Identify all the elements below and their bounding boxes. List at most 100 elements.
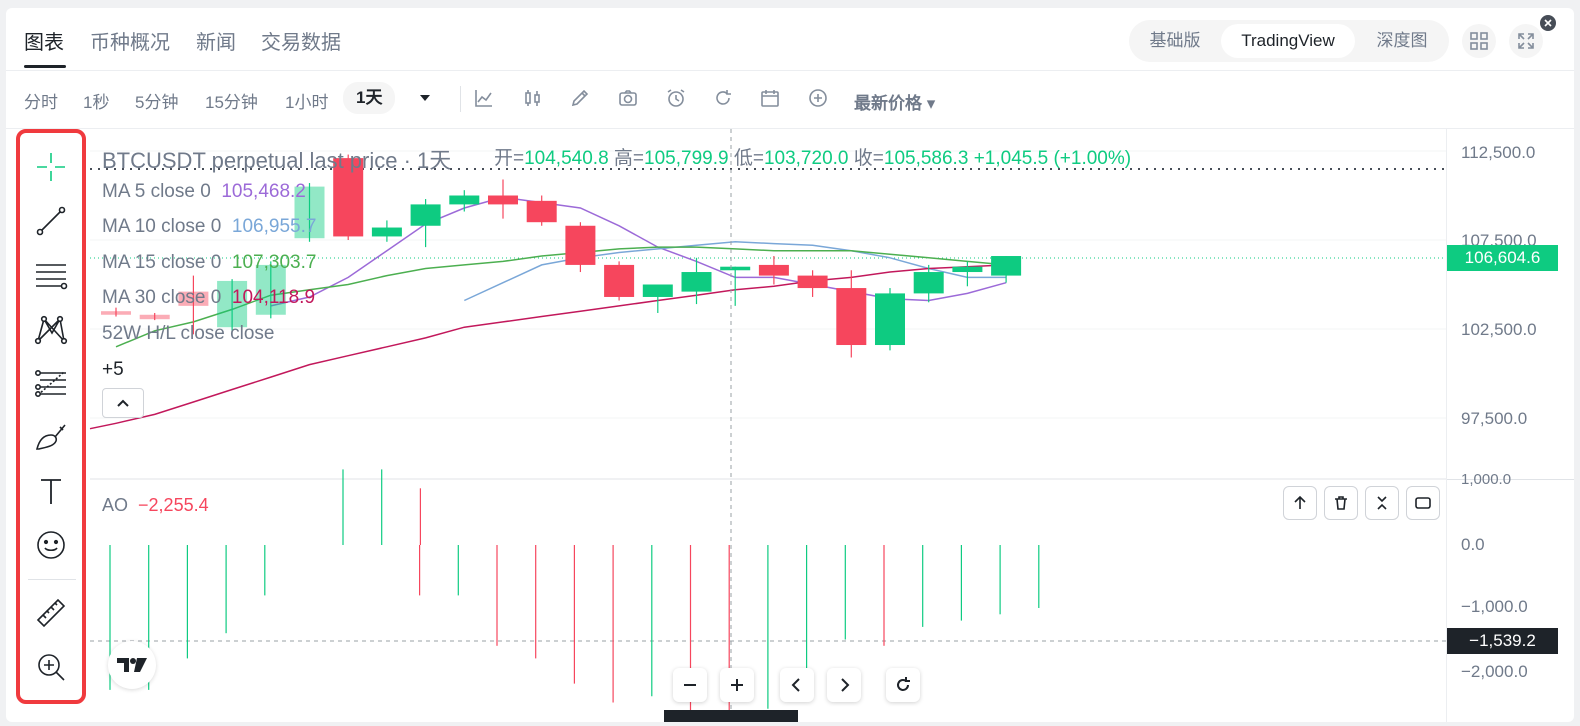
emoji-icon — [37, 531, 65, 559]
collapse-icon — [1377, 496, 1387, 510]
interval-1h[interactable]: 1小时 — [285, 93, 329, 112]
chart-title: BTCUSDT perpetual last price · 1天 — [102, 148, 452, 173]
scroll-left-button[interactable] — [780, 668, 814, 702]
hl52w-legend[interactable]: 52W H/L close close — [102, 323, 275, 344]
drawbar-divider — [28, 579, 76, 580]
pattern-tool[interactable] — [33, 311, 69, 347]
ao-move-up-button[interactable] — [1283, 486, 1317, 520]
chart-toolbar: 分时 1秒 5分钟 15分钟 1小时 1天 最新价格 ▾ — [6, 70, 1574, 129]
scroll-right-button[interactable] — [827, 668, 861, 702]
fib-tool[interactable] — [33, 365, 69, 401]
ma-line-0 — [270, 196, 1007, 307]
tab-trading-data[interactable]: 交易数据 — [261, 32, 341, 54]
tradingview-view-button[interactable]: TradingView — [1221, 24, 1355, 58]
high-value: 105,799.9 — [644, 148, 729, 169]
tab-chart[interactable]: 图表 — [24, 32, 64, 54]
brush-tool[interactable] — [33, 419, 69, 455]
ao-delete-button[interactable] — [1324, 486, 1358, 520]
time-axis-cursor-label — [664, 710, 798, 722]
ma5-label: MA 5 close 0 — [102, 181, 211, 202]
candle-body — [449, 195, 480, 205]
candle-body — [178, 291, 209, 306]
pencil-icon[interactable] — [569, 87, 591, 109]
low-value: 103,720.0 — [763, 148, 849, 169]
interval-1d[interactable]: 1天 — [343, 82, 396, 114]
candle-body — [991, 256, 1022, 276]
crosshair-tool[interactable] — [33, 149, 69, 185]
ao-tick: 1,000.0 — [1461, 471, 1512, 488]
ma10-legend[interactable]: MA 10 close 0 106,955.7 — [102, 216, 316, 238]
chart-area[interactable]: BTCUSDT perpetual last price · 1天 开=104,… — [6, 129, 1574, 722]
ao-collapse-button[interactable] — [1365, 486, 1399, 520]
zoom-in-button[interactable] — [720, 668, 754, 702]
candle-body — [410, 204, 441, 226]
ao-tick: 0.0 — [1461, 535, 1485, 554]
ao-tick: −2,000.0 — [1461, 662, 1528, 681]
change-value: +1,045.5 (+1.00%) — [973, 148, 1132, 169]
ma30-legend[interactable]: MA 30 close 0 104,118.9 — [102, 287, 315, 309]
zoom-out-button[interactable] — [673, 668, 707, 702]
chevron-up-icon — [117, 399, 129, 407]
price-chart[interactable] — [6, 129, 1446, 722]
low-label: 低= — [733, 148, 764, 169]
ma5-value: 105,468.2 — [221, 181, 306, 202]
interval-timeline[interactable]: 分时 — [24, 93, 58, 112]
depth-view-button[interactable]: 深度图 — [1376, 31, 1428, 50]
camera-icon[interactable] — [617, 87, 639, 109]
close-button[interactable] — [1540, 15, 1556, 31]
candle-body — [565, 225, 596, 265]
trash-icon — [1335, 496, 1347, 510]
indicator-icon[interactable] — [473, 87, 495, 109]
emoji-tool[interactable] — [33, 527, 69, 563]
tradingview-logo[interactable] — [108, 641, 156, 689]
calendar-icon[interactable] — [759, 87, 781, 109]
chart-type-icon[interactable] — [522, 87, 544, 109]
chevron-left-icon — [791, 678, 800, 692]
alarm-icon[interactable] — [665, 87, 687, 109]
ruler-icon — [36, 598, 66, 628]
ma10-label: MA 10 close 0 — [102, 216, 222, 237]
text-icon — [41, 479, 61, 504]
reset-chart-button[interactable] — [886, 668, 920, 702]
zoom-tool[interactable] — [33, 649, 69, 685]
ma15-legend[interactable]: MA 15 close 0 107,303.7 — [102, 252, 316, 274]
basic-view-button[interactable]: 基础版 — [1149, 31, 1201, 50]
ruler-tool[interactable] — [33, 595, 69, 631]
more-indicators[interactable]: +5 — [102, 359, 124, 380]
price-axis[interactable]: 112,500.0 107,500.0 102,500.0 97,500.0 1… — [1446, 129, 1574, 722]
horizontal-lines-tool[interactable] — [33, 257, 69, 293]
open-value: 104,540.8 — [524, 148, 609, 169]
trendline-tool[interactable] — [33, 203, 69, 239]
candle-body — [720, 266, 751, 271]
fullscreen-button[interactable] — [1509, 24, 1543, 58]
toolbar-divider — [460, 86, 461, 112]
collapse-legend-button[interactable] — [102, 388, 144, 418]
tab-news[interactable]: 新闻 — [196, 32, 236, 54]
ma10-value: 106,955.7 — [231, 216, 317, 237]
layout-grid-button[interactable] — [1462, 24, 1496, 58]
text-tool[interactable] — [33, 473, 69, 509]
ma30-value: 104,118.9 — [231, 287, 316, 308]
horizontal-lines-icon — [36, 264, 68, 290]
y-tick: 112,500.0 — [1461, 143, 1536, 162]
fib-icon — [34, 369, 66, 397]
close-label: 收= — [853, 148, 884, 169]
ao-legend[interactable]: AO −2,255.4 — [102, 495, 209, 516]
ma5-legend[interactable]: MA 5 close 0 105,468.2 — [102, 181, 306, 203]
interval-dropdown-icon[interactable] — [414, 87, 436, 109]
interval-1s[interactable]: 1秒 — [83, 93, 110, 112]
tab-coin-overview[interactable]: 币种概况 — [90, 32, 170, 54]
crosshair-icon — [37, 153, 65, 181]
candle-body — [139, 314, 170, 320]
interval-15m[interactable]: 15分钟 — [205, 93, 258, 112]
replay-icon[interactable] — [712, 87, 734, 109]
ao-maximize-button[interactable] — [1406, 486, 1440, 520]
ma30-label: MA 30 close 0 — [102, 287, 222, 308]
interval-5m[interactable]: 5分钟 — [135, 93, 179, 112]
ao-label: AO — [102, 495, 129, 515]
top-tab-bar: 图表 币种概况 新闻 交易数据 基础版 TradingView 深度图 — [6, 8, 1574, 71]
chevron-right-icon — [841, 678, 850, 692]
trendline-icon — [36, 206, 66, 236]
price-type-select[interactable]: 最新价格 ▾ — [854, 94, 936, 113]
add-icon[interactable] — [807, 87, 829, 109]
